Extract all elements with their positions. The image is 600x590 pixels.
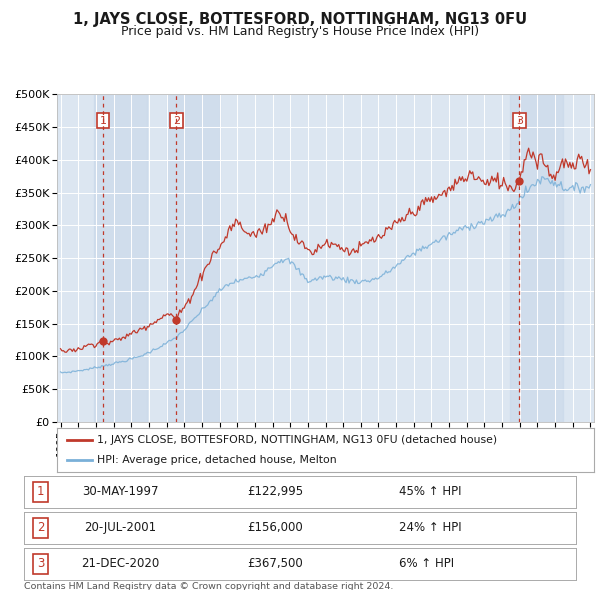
Text: Price paid vs. HM Land Registry's House Price Index (HPI): Price paid vs. HM Land Registry's House …	[121, 25, 479, 38]
Text: 3: 3	[516, 116, 523, 126]
Text: 24% ↑ HPI: 24% ↑ HPI	[400, 521, 462, 535]
Text: 21-DEC-2020: 21-DEC-2020	[82, 557, 160, 571]
Text: £367,500: £367,500	[247, 557, 303, 571]
Bar	[94, 94, 147, 422]
Text: £156,000: £156,000	[247, 521, 303, 535]
Text: 1: 1	[100, 116, 107, 126]
Text: Contains HM Land Registry data © Crown copyright and database right 2024.: Contains HM Land Registry data © Crown c…	[24, 582, 394, 590]
Bar	[511, 94, 563, 422]
Text: 6% ↑ HPI: 6% ↑ HPI	[400, 557, 454, 571]
Text: HPI: Average price, detached house, Melton: HPI: Average price, detached house, Melt…	[97, 455, 337, 465]
Text: 20-JUL-2001: 20-JUL-2001	[85, 521, 157, 535]
Text: 45% ↑ HPI: 45% ↑ HPI	[400, 485, 462, 499]
Text: 1: 1	[37, 485, 44, 499]
Text: 3: 3	[37, 557, 44, 571]
Text: £122,995: £122,995	[247, 485, 303, 499]
Text: 2: 2	[37, 521, 44, 535]
Text: 2: 2	[173, 116, 180, 126]
Text: 1, JAYS CLOSE, BOTTESFORD, NOTTINGHAM, NG13 0FU: 1, JAYS CLOSE, BOTTESFORD, NOTTINGHAM, N…	[73, 12, 527, 27]
Text: 30-MAY-1997: 30-MAY-1997	[82, 485, 159, 499]
Bar	[167, 94, 220, 422]
Text: 1, JAYS CLOSE, BOTTESFORD, NOTTINGHAM, NG13 0FU (detached house): 1, JAYS CLOSE, BOTTESFORD, NOTTINGHAM, N…	[97, 435, 497, 445]
